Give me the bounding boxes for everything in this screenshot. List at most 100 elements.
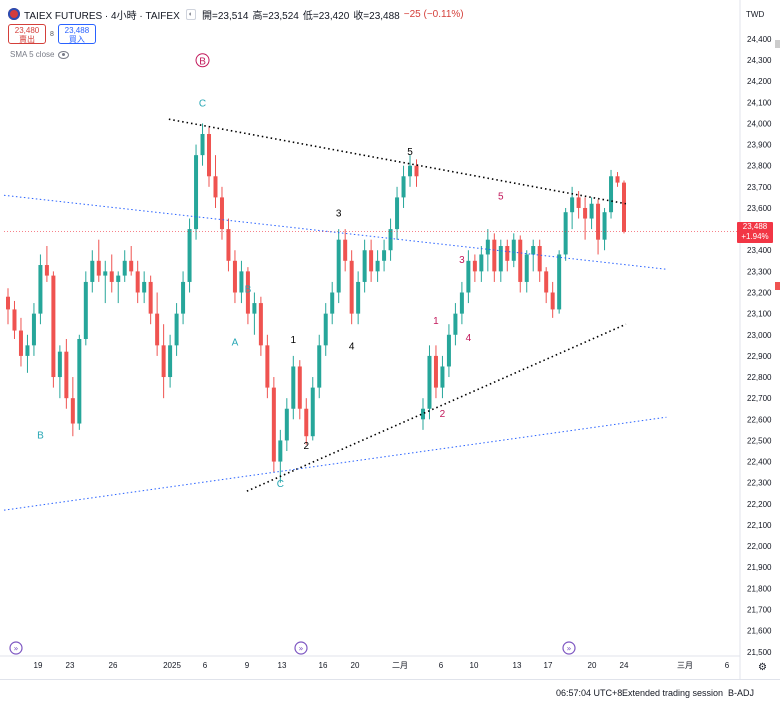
candle-body — [427, 355, 432, 409]
x-tick-label: 6 — [439, 661, 444, 670]
x-tick-label: 二月 — [392, 661, 408, 670]
time-nav-icon — [294, 641, 308, 655]
candle-body — [219, 197, 224, 230]
candle-body — [557, 254, 562, 310]
candle-body — [485, 239, 490, 255]
wave-label: 2 — [303, 441, 309, 452]
y-tick-label: 21,700 — [747, 606, 772, 615]
candle-body — [492, 239, 497, 272]
gear-icon[interactable]: ⚙ — [758, 662, 767, 673]
candle-body — [109, 271, 114, 282]
candle-body — [155, 313, 160, 346]
candle-body — [544, 271, 549, 293]
candle-body — [304, 408, 309, 437]
x-tick-label: 24 — [620, 661, 629, 670]
clock-time[interactable]: 06:57:04 UTC+8 — [556, 688, 623, 698]
candle-body — [200, 134, 205, 156]
buy-button[interactable]: 23,488 買入 — [57, 24, 96, 44]
candle-body — [148, 281, 153, 314]
x-tick-label: 9 — [245, 661, 250, 670]
candle-body — [194, 155, 199, 230]
buy-price: 23,488 — [64, 26, 90, 35]
candle-body — [388, 229, 393, 251]
x-tick-label: 19 — [34, 661, 43, 670]
eye-icon[interactable] — [58, 50, 70, 59]
candle-body — [550, 292, 555, 310]
candle-body — [291, 366, 296, 409]
candle-body — [382, 250, 387, 261]
wave-label: 4 — [466, 333, 472, 344]
y-tick-label: 24,000 — [747, 119, 772, 128]
candle-body — [570, 197, 575, 213]
y-tick-label: 22,500 — [747, 436, 772, 445]
time-nav-icon — [562, 641, 576, 655]
y-tick-label: 22,100 — [747, 521, 772, 530]
current-price-tag: 23,488 +1.94% — [737, 222, 773, 243]
symbol-title[interactable]: TAIEX FUTURES · 4小時 · TAIFEX — [24, 10, 180, 22]
candle-body — [375, 260, 380, 272]
buy-label: 買入 — [68, 35, 85, 44]
x-tick-label: 2025 — [163, 661, 181, 670]
y-tick-label: 22,800 — [747, 373, 772, 382]
x-tick-label: 20 — [351, 661, 360, 670]
candle-body — [31, 313, 36, 346]
candle-body — [537, 246, 542, 272]
taiwan-flag-icon — [8, 8, 20, 20]
candle-body — [602, 212, 607, 240]
wave-label: 4 — [349, 342, 355, 353]
candle-body — [116, 275, 121, 282]
wave-label: 1 — [291, 335, 297, 346]
y-tick-label: 23,800 — [747, 162, 772, 171]
candle-body — [38, 265, 43, 314]
candle-body — [518, 239, 523, 282]
candle-body — [323, 313, 328, 346]
wave-label: 3 — [459, 255, 465, 266]
x-tick-label: 13 — [278, 661, 287, 670]
candle-body — [589, 203, 594, 219]
indicator-legend[interactable]: SMA 5 close — [10, 50, 70, 59]
wave-label: 3 — [336, 208, 342, 219]
candle-body — [622, 182, 626, 232]
candle-body — [317, 345, 322, 388]
trade-boxes: 23,480 賣出 8 23,488 買入 — [8, 24, 96, 44]
candle-body — [6, 296, 10, 310]
indicator-label: SMA 5 close — [10, 50, 55, 59]
candle-body — [297, 366, 302, 409]
y-tick-label: 23,100 — [747, 310, 772, 319]
y-tick-label: 24,300 — [747, 56, 772, 65]
close-value: 收=23,488 — [353, 10, 400, 22]
candle-body — [459, 292, 464, 314]
wave-label: 5 — [407, 147, 413, 158]
wave-label: A — [232, 337, 239, 348]
candle-body — [615, 176, 620, 183]
y-tick-label: 24,400 — [747, 35, 772, 44]
candle-body — [498, 246, 503, 272]
current-price-change: +1.94% — [741, 232, 769, 241]
candle-body — [472, 260, 477, 272]
session-label[interactable]: Extended trading session — [622, 688, 724, 698]
candle-body — [168, 345, 173, 378]
candle-body — [239, 271, 244, 293]
y-tick-label: 22,300 — [747, 479, 772, 488]
candle-body — [433, 355, 438, 388]
candle-body — [103, 271, 108, 276]
wave-label: B — [37, 430, 44, 441]
market-status-icon[interactable]: ◐ — [185, 8, 196, 20]
candle-body — [226, 229, 231, 261]
candle-body — [505, 246, 510, 261]
sell-button[interactable]: 23,480 賣出 — [8, 24, 46, 44]
y-tick-label: 22,400 — [747, 458, 772, 467]
wave-label: B — [245, 285, 252, 296]
candle-body — [524, 254, 529, 282]
candle-body — [142, 281, 147, 293]
currency-label[interactable]: TWD — [746, 10, 765, 19]
candle-body — [265, 345, 270, 388]
candle-body — [64, 351, 69, 399]
candle-body — [232, 260, 237, 293]
y-tick-label: 22,000 — [747, 542, 772, 551]
candle-body — [44, 265, 49, 276]
adjustment-label[interactable]: B-ADJ — [728, 688, 755, 698]
chart-header: TAIEX FUTURES · 4小時 · TAIFEX ◐ 開=23,514 … — [8, 6, 468, 22]
y-tick-label: 23,700 — [747, 183, 772, 192]
